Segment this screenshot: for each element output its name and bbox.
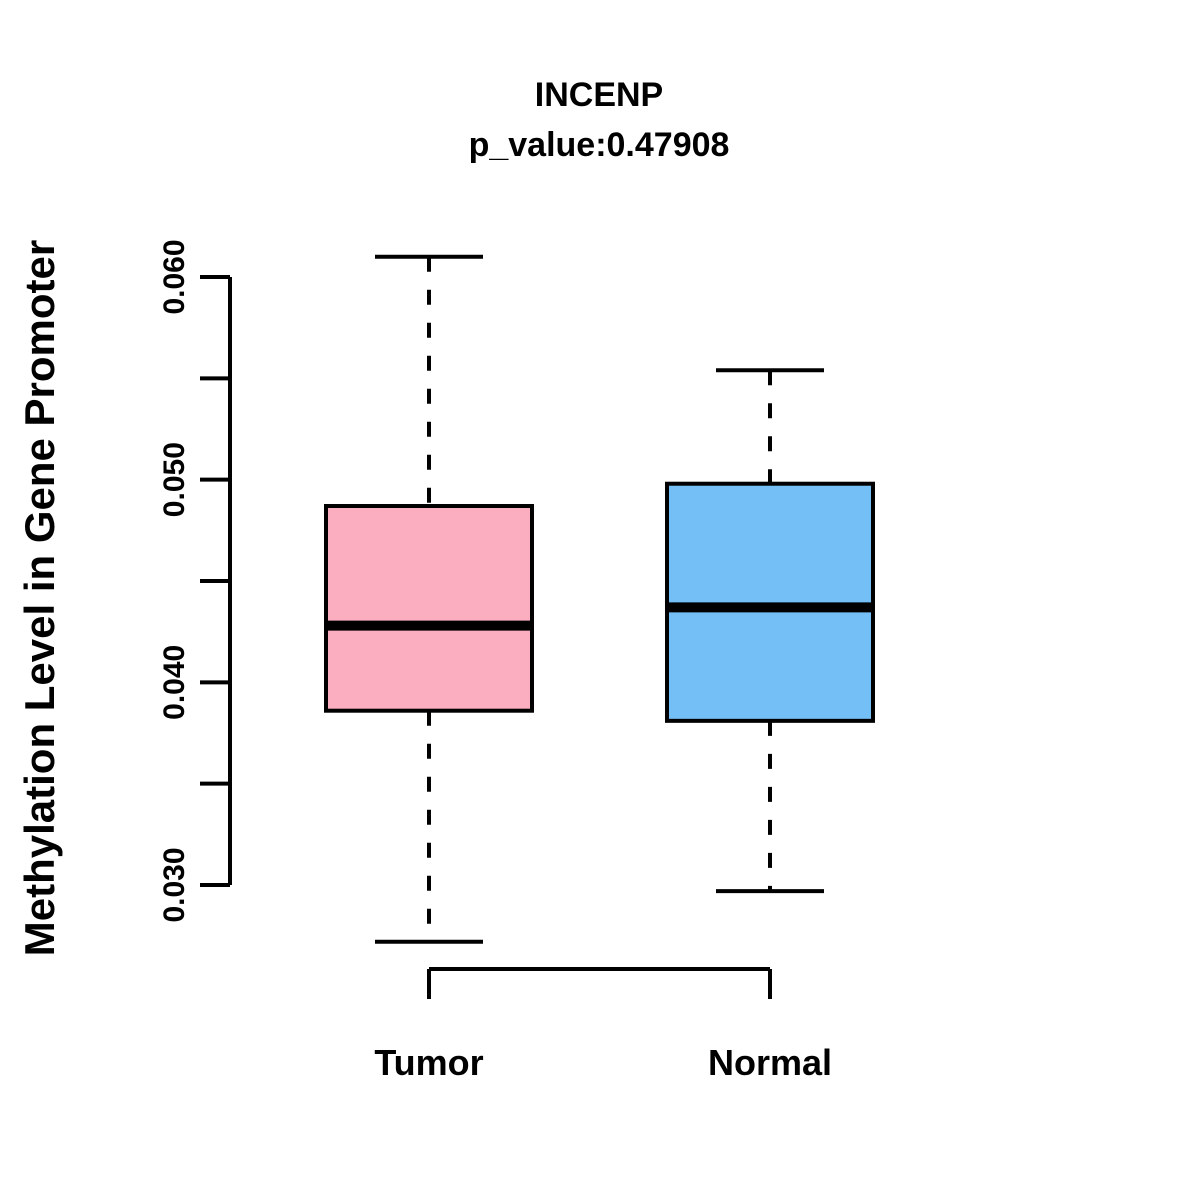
category-label-tumor: Tumor xyxy=(374,1042,483,1083)
y-axis-tick-label: 0.030 xyxy=(158,847,191,922)
y-axis-tick-label: 0.050 xyxy=(158,442,191,517)
chart-title: INCENP xyxy=(534,76,664,114)
normal-box xyxy=(665,481,875,723)
category-label-normal: Normal xyxy=(708,1042,832,1083)
y-axis-tick-label: 0.060 xyxy=(158,239,191,314)
tumor-box xyxy=(324,504,534,713)
y-axis-tick-label: 0.040 xyxy=(158,645,191,720)
chart-subtitle: p_value:0.47908 xyxy=(468,126,730,164)
